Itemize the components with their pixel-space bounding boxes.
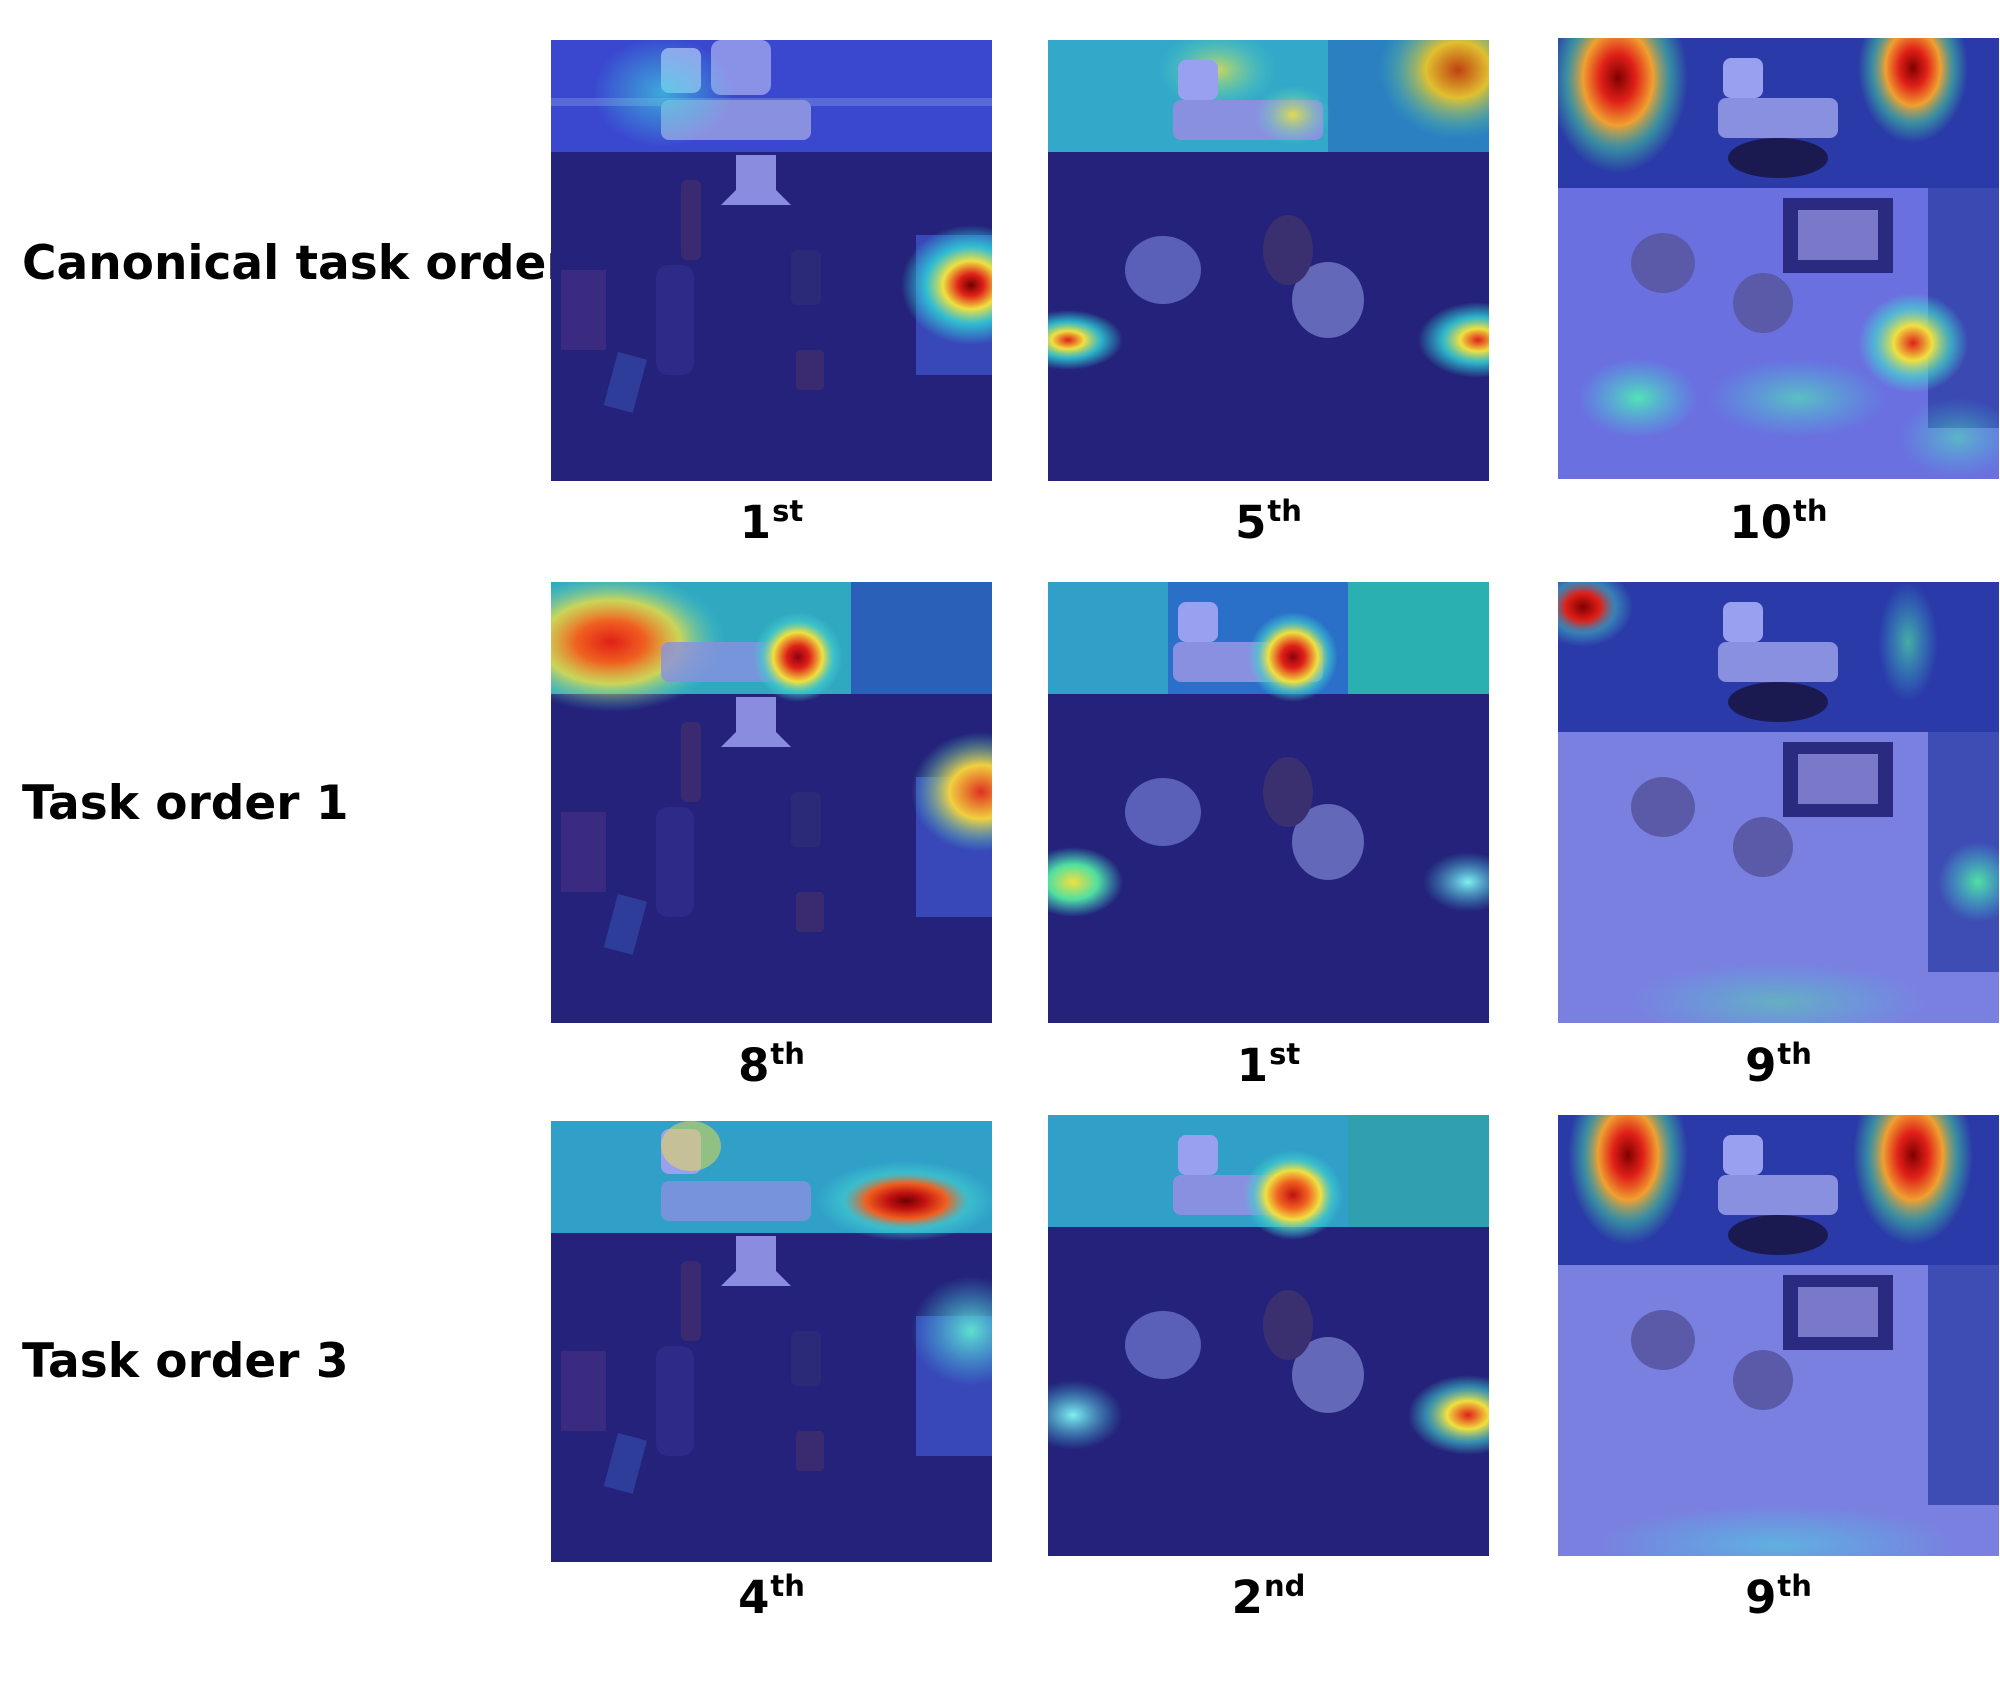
heatmap-panel-r1-c1 (551, 40, 992, 481)
rank-label-r2-c1: 8th (738, 1037, 805, 1092)
row-label-task-order-1: Task order 1 (22, 776, 349, 831)
rank-label-r2-c2: 1st (1236, 1037, 1301, 1092)
attention-heatmap-shelf (551, 40, 992, 481)
rank-label-r1-c3: 10th (1729, 494, 1828, 549)
heatmap-panel-r3-c1 (551, 1121, 992, 1562)
attention-heatmap-mugs (1048, 1115, 1489, 1556)
attention-heatmap-plate (1558, 1115, 1999, 1556)
rank-label-r3-c3: 9th (1745, 1569, 1812, 1624)
heatmap-panel-r3-c3 (1558, 1115, 1999, 1556)
rank-label-r1-c1: 1st (739, 494, 804, 549)
heatmap-panel-r2-c2 (1048, 582, 1489, 1023)
heatmap-panel-r1-c2 (1048, 40, 1489, 481)
attention-heatmap-mugs (1048, 582, 1489, 1023)
heatmap-panel-r3-c2 (1048, 1115, 1489, 1556)
heatmap-panel-r1-c3 (1558, 38, 1999, 479)
attention-heatmap-mugs (1048, 40, 1489, 481)
rank-label-r3-c2: 2nd (1231, 1569, 1306, 1624)
heatmap-panel-r2-c3 (1558, 582, 1999, 1023)
attention-heatmap-shelf (551, 582, 992, 1023)
attention-heatmap-plate (1558, 582, 1999, 1023)
rank-label-r3-c1: 4th (738, 1569, 805, 1624)
row-label-canonical: Canonical task order (22, 236, 570, 291)
rank-label-r2-c3: 9th (1745, 1037, 1812, 1092)
attention-heatmap-shelf (551, 1121, 992, 1562)
heatmap-panel-r2-c1 (551, 582, 992, 1023)
rank-label-r1-c2: 5th (1235, 494, 1302, 549)
attention-heatmap-plate (1558, 38, 1999, 479)
row-label-task-order-3: Task order 3 (22, 1334, 349, 1389)
